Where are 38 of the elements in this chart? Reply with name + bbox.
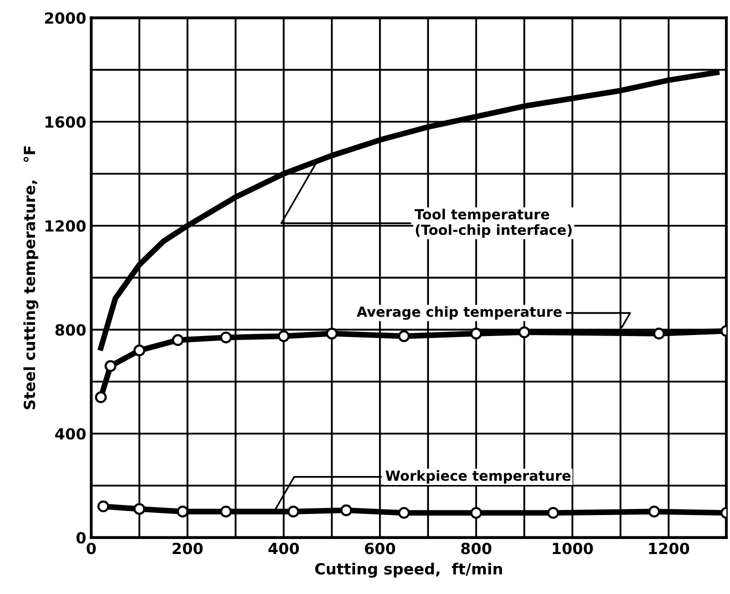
y-tick-label: 0 — [76, 532, 86, 544]
point — [172, 334, 184, 346]
x-tick-label: 200 — [172, 542, 203, 554]
point — [340, 504, 352, 516]
point — [398, 330, 410, 342]
y-axis-title: Steel cutting temperature, °F — [23, 146, 38, 410]
y-tick-label: 400 — [55, 428, 86, 440]
point — [220, 332, 232, 344]
point — [326, 328, 338, 340]
point — [547, 506, 560, 519]
x-tick-label: 1200 — [649, 542, 690, 554]
x-tick-label: 800 — [461, 542, 492, 554]
y-tick-label: 1600 — [46, 116, 86, 128]
annotation: Workpiece temperature — [386, 470, 570, 484]
x-tick-label: 1000 — [552, 542, 593, 554]
point — [133, 503, 146, 515]
point — [470, 506, 482, 519]
point — [470, 328, 482, 340]
point — [287, 506, 300, 518]
point — [220, 506, 232, 518]
x-tick-label: 600 — [364, 542, 396, 554]
point — [278, 330, 290, 342]
point — [104, 360, 116, 372]
y-tick-label: 2000 — [45, 12, 86, 24]
point — [398, 506, 410, 519]
x-tick-label: 0 — [86, 542, 96, 554]
point — [648, 506, 660, 518]
point — [97, 500, 110, 512]
x-tick-label: 400 — [268, 542, 299, 554]
point — [94, 391, 107, 404]
x-axis-title: Cutting speed, ft/min — [315, 562, 502, 578]
y-tick-label: 1200 — [46, 220, 86, 232]
point — [653, 328, 665, 340]
point — [518, 326, 530, 338]
y-tick-label: 800 — [55, 324, 86, 336]
annotation: Average chip temperature — [356, 306, 562, 320]
point — [133, 344, 146, 356]
annotation: Tool temperature (Tool-chip interface) — [414, 208, 572, 238]
